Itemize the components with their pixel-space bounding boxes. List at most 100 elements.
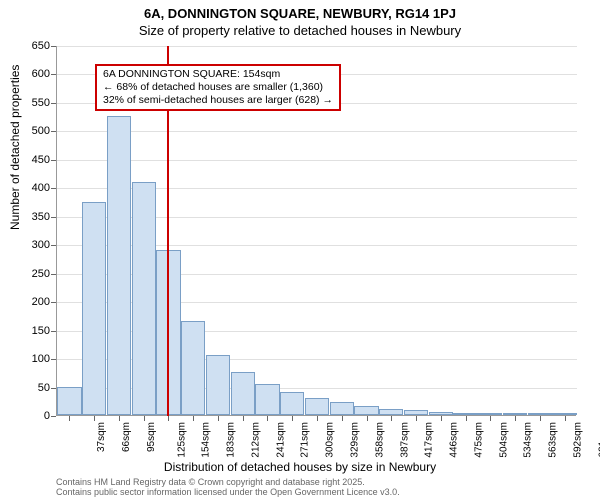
xtick-mark <box>193 416 194 421</box>
ytick-mark <box>51 302 56 303</box>
xtick-mark <box>565 416 566 421</box>
ytick-label: 450 <box>10 154 50 166</box>
xtick-mark <box>441 416 442 421</box>
ytick-label: 300 <box>10 239 50 251</box>
bar <box>354 406 378 415</box>
ytick-label: 150 <box>10 325 50 337</box>
xtick-label: 475sqm <box>473 422 484 458</box>
ytick-label: 0 <box>10 410 50 422</box>
gridline <box>57 46 577 47</box>
plot-area: 0501001502002503003504004505005506006503… <box>56 46 576 416</box>
bar <box>280 392 304 415</box>
xtick-label: 95sqm <box>146 422 157 452</box>
xtick-mark <box>317 416 318 421</box>
bar <box>552 413 576 415</box>
ytick-mark <box>51 359 56 360</box>
xtick-mark <box>367 416 368 421</box>
xtick-label: 534sqm <box>523 422 534 458</box>
gridline <box>57 160 577 161</box>
ytick-mark <box>51 331 56 332</box>
chart-title-address: 6A, DONNINGTON SQUARE, NEWBURY, RG14 1PJ <box>0 0 600 21</box>
xtick-label: 329sqm <box>350 422 361 458</box>
xtick-label: 592sqm <box>572 422 583 458</box>
xtick-label: 563sqm <box>548 422 559 458</box>
xtick-mark <box>168 416 169 421</box>
ytick-mark <box>51 46 56 47</box>
ytick-mark <box>51 274 56 275</box>
chart-area: 0501001502002503003504004505005506006503… <box>56 46 576 416</box>
bar <box>478 413 502 415</box>
ytick-label: 500 <box>10 125 50 137</box>
xtick-label: 66sqm <box>121 422 132 452</box>
xtick-mark <box>119 416 120 421</box>
ytick-mark <box>51 217 56 218</box>
annotation-line-1: 6A DONNINGTON SQUARE: 154sqm <box>103 68 333 81</box>
xtick-label: 446sqm <box>449 422 460 458</box>
ytick-mark <box>51 103 56 104</box>
bar <box>305 398 329 415</box>
annotation-line-3: 32% of semi-detached houses are larger (… <box>103 94 333 107</box>
bar <box>404 410 428 415</box>
xtick-label: 154sqm <box>201 422 212 458</box>
ytick-label: 400 <box>10 182 50 194</box>
x-axis-label: Distribution of detached houses by size … <box>0 460 600 474</box>
ytick-mark <box>51 416 56 417</box>
bar <box>181 321 205 415</box>
xtick-mark <box>391 416 392 421</box>
ytick-label: 550 <box>10 97 50 109</box>
ytick-label: 250 <box>10 268 50 280</box>
bar <box>206 355 230 415</box>
gridline <box>57 131 577 132</box>
ytick-mark <box>51 388 56 389</box>
ytick-label: 650 <box>10 40 50 52</box>
xtick-label: 241sqm <box>275 422 286 458</box>
ytick-label: 350 <box>10 211 50 223</box>
xtick-label: 183sqm <box>226 422 237 458</box>
bar <box>57 387 81 415</box>
xtick-label: 125sqm <box>176 422 187 458</box>
bar <box>503 413 527 415</box>
xtick-mark <box>515 416 516 421</box>
ytick-label: 600 <box>10 68 50 80</box>
xtick-mark <box>292 416 293 421</box>
xtick-mark <box>69 416 70 421</box>
annotation-line-2: ← 68% of detached houses are smaller (1,… <box>103 81 333 94</box>
ytick-label: 50 <box>10 382 50 394</box>
ytick-mark <box>51 131 56 132</box>
ytick-mark <box>51 188 56 189</box>
xtick-mark <box>540 416 541 421</box>
xtick-mark <box>243 416 244 421</box>
bar <box>132 182 156 415</box>
xtick-label: 212sqm <box>251 422 262 458</box>
xtick-mark <box>342 416 343 421</box>
bar <box>379 409 403 415</box>
ytick-mark <box>51 245 56 246</box>
ytick-label: 200 <box>10 296 50 308</box>
y-axis-label: Number of detached properties <box>8 65 22 230</box>
xtick-label: 417sqm <box>424 422 435 458</box>
bar <box>453 413 477 415</box>
xtick-label: 387sqm <box>399 422 410 458</box>
bar <box>528 413 552 415</box>
xtick-label: 271sqm <box>300 422 311 458</box>
xtick-mark <box>267 416 268 421</box>
bar <box>231 372 255 415</box>
bar <box>255 384 279 415</box>
xtick-mark <box>144 416 145 421</box>
xtick-label: 504sqm <box>498 422 509 458</box>
xtick-mark <box>490 416 491 421</box>
xtick-mark <box>466 416 467 421</box>
xtick-mark <box>218 416 219 421</box>
bar <box>330 402 354 415</box>
xtick-mark <box>416 416 417 421</box>
xtick-mark <box>94 416 95 421</box>
footer-line-2: Contains public sector information licen… <box>56 488 400 498</box>
ytick-label: 100 <box>10 353 50 365</box>
chart-subtitle: Size of property relative to detached ho… <box>0 21 600 38</box>
bar <box>107 116 131 415</box>
ytick-mark <box>51 74 56 75</box>
annotation-box: 6A DONNINGTON SQUARE: 154sqm← 68% of det… <box>95 64 341 111</box>
ytick-mark <box>51 160 56 161</box>
footer-attribution: Contains HM Land Registry data © Crown c… <box>56 478 400 498</box>
bar <box>429 412 453 415</box>
